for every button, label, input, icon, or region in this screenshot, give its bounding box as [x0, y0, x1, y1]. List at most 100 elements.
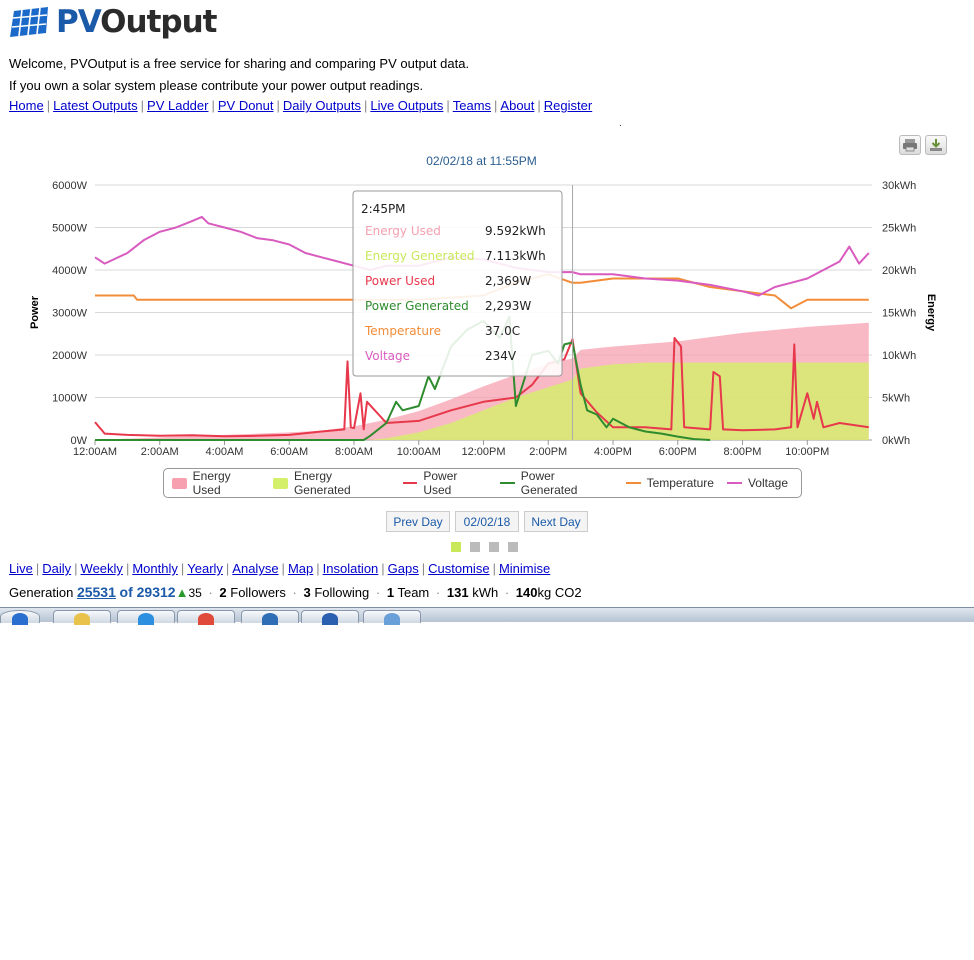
- subnav-link-weekly[interactable]: Weekly: [80, 561, 123, 576]
- subnav-link-monthly[interactable]: Monthly: [132, 561, 178, 576]
- legend-item-power-generated[interactable]: Power Generated: [500, 469, 612, 497]
- followers-count: 2: [219, 585, 227, 600]
- subnav-link-daily[interactable]: Daily: [42, 561, 72, 576]
- subnav-link-minimise[interactable]: Minimise: [498, 561, 551, 576]
- nav-link-pv-donut[interactable]: PV Donut: [217, 98, 274, 113]
- nav-separator: |: [180, 561, 185, 576]
- tooltip-row-value: 2,369W: [485, 274, 531, 288]
- y-left-tick-label: 6000W: [52, 180, 87, 192]
- nav-separator: |: [125, 561, 130, 576]
- pager-dot-2[interactable]: [470, 542, 480, 552]
- nav-separator: |: [281, 561, 285, 576]
- y-left-tick-label: 5000W: [52, 223, 87, 235]
- taskbar-button-start-orb[interactable]: [0, 610, 40, 625]
- y-right-tick-label: 25kWh: [882, 223, 916, 235]
- taskbar-button-internet-explorer[interactable]: [117, 610, 175, 625]
- y-left-tick-label: 1000W: [52, 393, 87, 405]
- nav-link-latest-outputs[interactable]: Latest Outputs: [53, 98, 138, 113]
- chart-tooltip: 2:45PM Energy Used 9.592kWh Energy Generate…: [352, 190, 563, 377]
- legend-item-voltage[interactable]: Voltage: [726, 476, 788, 490]
- date-selector[interactable]: 02/02/18: [455, 511, 519, 532]
- nav-link-about[interactable]: About: [500, 98, 535, 113]
- nav-separator: |: [381, 561, 385, 576]
- chart-legend: Energy Used Energy Generated Power Used Pow…: [163, 468, 802, 498]
- subnav-link-yearly[interactable]: Yearly: [187, 561, 223, 576]
- pager-dot-1[interactable]: [451, 542, 461, 552]
- nav-link-live-outputs[interactable]: Live Outputs: [370, 98, 444, 113]
- separator: ·: [208, 585, 213, 600]
- nav-separator: |: [140, 98, 145, 113]
- followers-label: Followers: [230, 585, 286, 600]
- page-dot: .: [619, 118, 622, 129]
- subnav-link-gaps[interactable]: Gaps: [387, 561, 419, 576]
- x-tick-label: 4:00AM: [206, 446, 244, 458]
- intro-line-2: If you own a solar system please contrib…: [9, 78, 424, 93]
- following-count: 3: [303, 585, 311, 600]
- internet-explorer-icon: [138, 613, 154, 625]
- x-tick-label: 6:00PM: [659, 446, 697, 458]
- nav-separator: |: [225, 561, 230, 576]
- solar-panel-logo-icon: [10, 7, 48, 37]
- y-left-tick-label: 3000W: [52, 308, 87, 320]
- kwh-label: kWh: [472, 585, 499, 600]
- nav-separator: |: [421, 561, 426, 576]
- tooltip-row-value: 37.0C: [485, 324, 520, 338]
- tooltip-row-label: Energy Generated: [365, 249, 475, 263]
- main-navigation: Home | Latest Outputs | PV Ladder | PV Donut | D…: [9, 97, 592, 115]
- legend-swatch: [625, 482, 641, 484]
- power-energy-chart: 02/02/18 at 11:55PM 0W 1000W 2000W 3000W 4000…: [29, 154, 937, 458]
- series-power-used-line: [94, 337, 869, 438]
- nav-separator: |: [35, 561, 40, 576]
- nav-link-pv-ladder[interactable]: PV Ladder: [147, 98, 209, 113]
- legend-item-temperature[interactable]: Temperature: [625, 476, 714, 490]
- nav-link-home[interactable]: Home: [9, 98, 44, 113]
- taskbar-button-folder[interactable]: [53, 610, 111, 625]
- series-energy-generated-area: [95, 362, 869, 440]
- subnav-link-map[interactable]: Map: [287, 561, 314, 576]
- subnav-link-analyse[interactable]: Analyse: [232, 561, 279, 576]
- legend-swatch: [172, 477, 187, 489]
- y-right-tick-label: 10kWh: [882, 350, 916, 362]
- taskbar-button-word[interactable]: [301, 610, 359, 625]
- nav-separator: |: [46, 98, 51, 113]
- separator: ·: [375, 585, 381, 600]
- taskbar-button-globe[interactable]: [241, 610, 299, 625]
- prev-day-button[interactable]: Prev Day: [386, 511, 450, 532]
- subnav-link-live[interactable]: Live: [9, 561, 33, 576]
- pager-dot-3[interactable]: [489, 542, 499, 552]
- x-tick-label: 2:00PM: [529, 446, 567, 458]
- team-count: 1: [386, 585, 395, 600]
- taskbar-button-chrome[interactable]: [177, 610, 235, 625]
- legend-item-power-used[interactable]: Power Used: [402, 469, 487, 497]
- pvoutput-logo[interactable]: PVOutput: [8, 4, 218, 40]
- x-tick-label: 10:00PM: [785, 446, 829, 458]
- subnav-link-insolation[interactable]: Insolation: [322, 561, 379, 576]
- y-left-tick-label: 4000W: [52, 265, 87, 277]
- nav-separator: |: [211, 98, 215, 113]
- generation-rank-link[interactable]: 25531: [76, 584, 116, 600]
- generation-summary: Generation 25531 of 29312▲35 · 2 Followe…: [9, 583, 582, 602]
- y-right-tick-label: 15kWh: [882, 308, 916, 320]
- pager-dot-4[interactable]: [508, 542, 518, 552]
- nav-link-register[interactable]: Register: [543, 98, 593, 113]
- legend-item-energy-generated[interactable]: Energy Generated: [273, 469, 389, 497]
- subnav-link-customise[interactable]: Customise: [428, 561, 490, 576]
- nav-link-teams[interactable]: Teams: [452, 98, 492, 113]
- chart-title: 02/02/18 at 11:55PM: [426, 154, 537, 168]
- folder-icon: [74, 613, 90, 625]
- print-chart-button[interactable]: [899, 135, 921, 155]
- taskbar-button-app[interactable]: [363, 610, 421, 625]
- legend-swatch: [726, 482, 742, 484]
- tooltip-row-value: 234V: [485, 349, 517, 363]
- download-chart-button[interactable]: [925, 135, 947, 155]
- legend-label: Energy Used: [192, 469, 231, 497]
- next-day-button[interactable]: Next Day: [524, 511, 588, 532]
- separator: ·: [435, 585, 441, 600]
- tooltip-row-label: Energy Used: [365, 224, 441, 238]
- legend-item-energy-used[interactable]: Energy Used: [172, 469, 260, 497]
- printer-icon: [903, 139, 917, 152]
- nav-link-daily-outputs[interactable]: Daily Outputs: [282, 98, 361, 113]
- team-label: Team: [397, 585, 430, 600]
- logo-text-pv: PV: [56, 4, 101, 40]
- legend-label: Temperature: [646, 476, 714, 490]
